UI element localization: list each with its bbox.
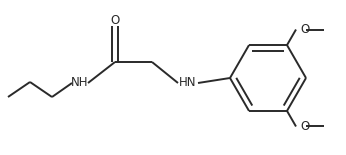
- Text: NH: NH: [71, 77, 89, 89]
- Text: O: O: [110, 13, 120, 27]
- Text: O: O: [300, 120, 309, 133]
- Text: O: O: [300, 23, 309, 36]
- Text: HN: HN: [179, 77, 197, 89]
